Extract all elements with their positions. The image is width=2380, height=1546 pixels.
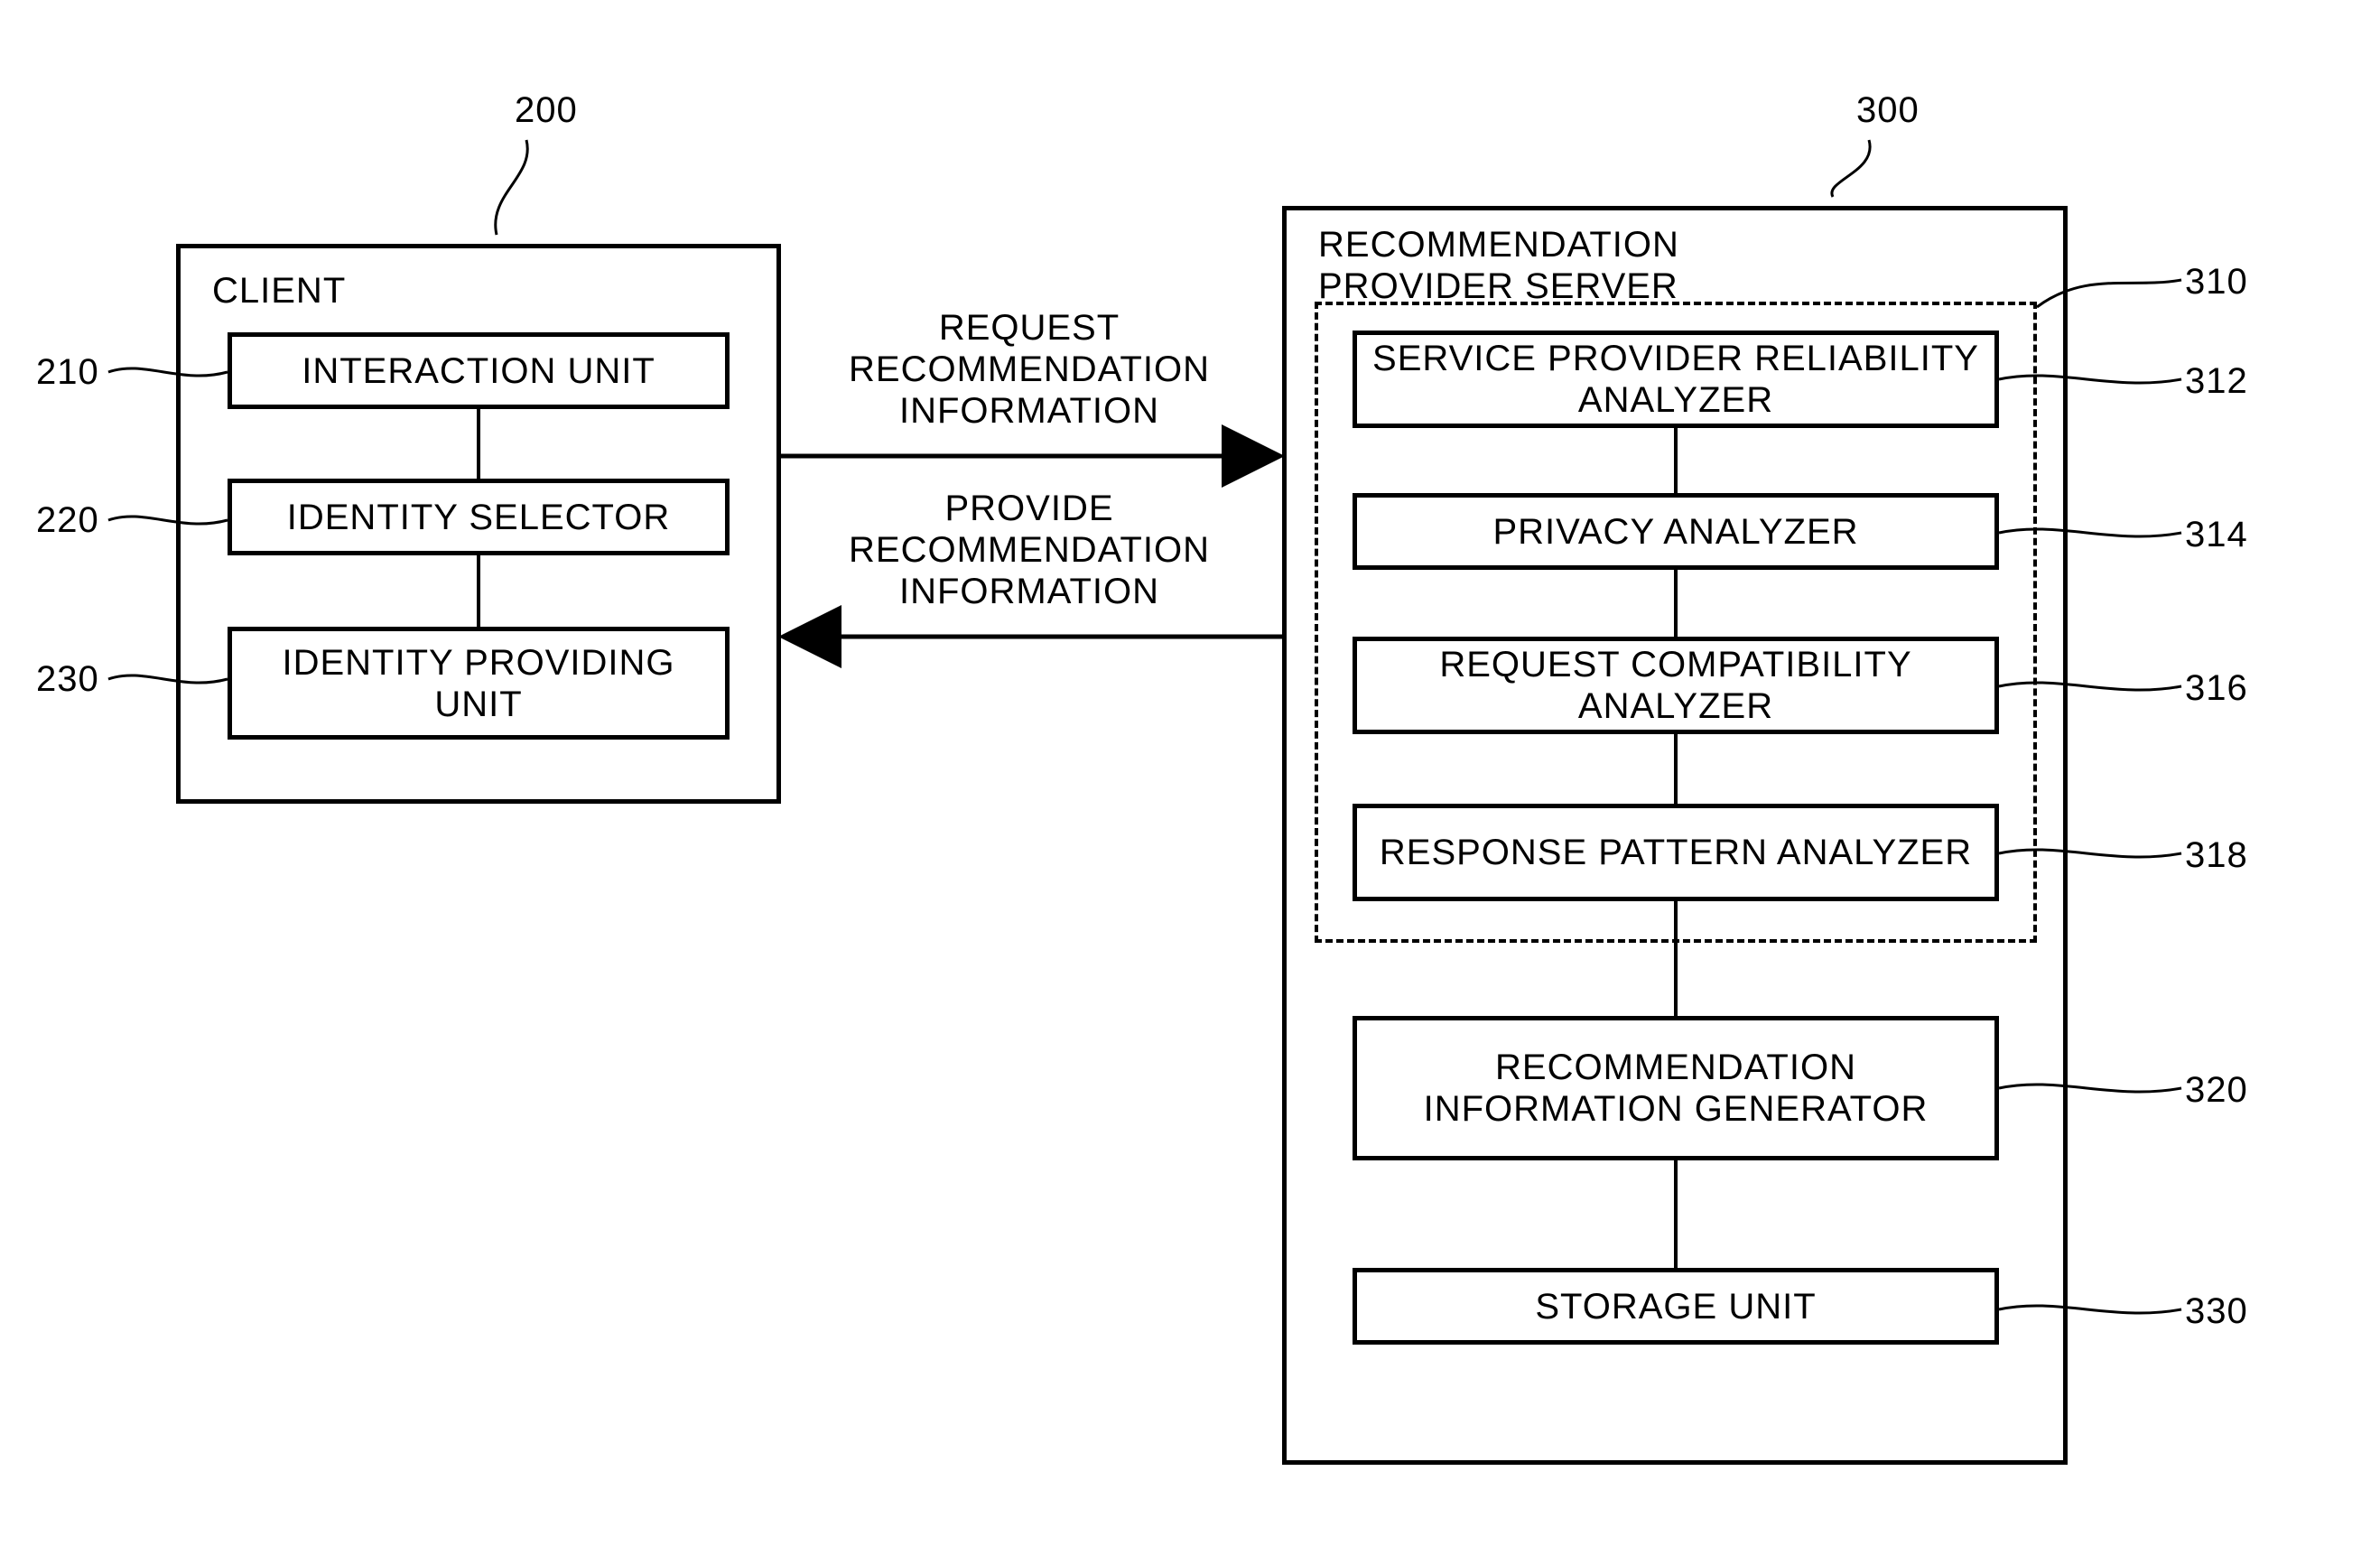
block-identity-selector: IDENTITY SELECTOR [228,479,730,555]
block-response-pattern: RESPONSE PATTERN ANALYZER [1353,804,1999,901]
block-recommendation-generator: RECOMMENDATION INFORMATION GENERATOR [1353,1016,1999,1160]
connector [1674,734,1678,804]
ref-318: 318 [2185,835,2248,876]
ref-320: 320 [2185,1070,2248,1111]
ref-210: 210 [36,352,99,393]
ref-316: 316 [2185,668,2248,709]
label-provide: PROVIDE RECOMMENDATION INFORMATION [786,488,1273,612]
ref-310: 310 [2185,262,2248,303]
diagram-canvas: CLIENT INTERACTION UNIT IDENTITY SELECTO… [0,0,2380,1546]
label-request: REQUEST RECOMMENDATION INFORMATION [786,307,1273,432]
ref-312: 312 [2185,361,2248,402]
ref-220: 220 [36,500,99,541]
client-title: CLIENT [212,271,346,312]
ref-330: 330 [2185,1291,2248,1332]
block-identity-providing-unit: IDENTITY PROVIDING UNIT [228,627,730,740]
block-privacy-analyzer: PRIVACY ANALYZER [1353,493,1999,570]
connector [1674,428,1678,493]
connector [1674,1160,1678,1268]
ref-200: 200 [515,90,578,131]
ref-230: 230 [36,659,99,700]
server-title: RECOMMENDATION PROVIDER SERVER [1318,224,1679,307]
connector [1674,901,1678,1016]
connector [1674,570,1678,637]
connector [477,555,480,627]
block-storage-unit: STORAGE UNIT [1353,1268,1999,1345]
ref-314: 314 [2185,515,2248,555]
connector [477,409,480,479]
block-interaction-unit: INTERACTION UNIT [228,332,730,409]
block-service-provider-reliability: SERVICE PROVIDER RELIABILITY ANALYZER [1353,331,1999,428]
block-request-compatibility: REQUEST COMPATIBILITY ANALYZER [1353,637,1999,734]
ref-300: 300 [1856,90,1920,131]
